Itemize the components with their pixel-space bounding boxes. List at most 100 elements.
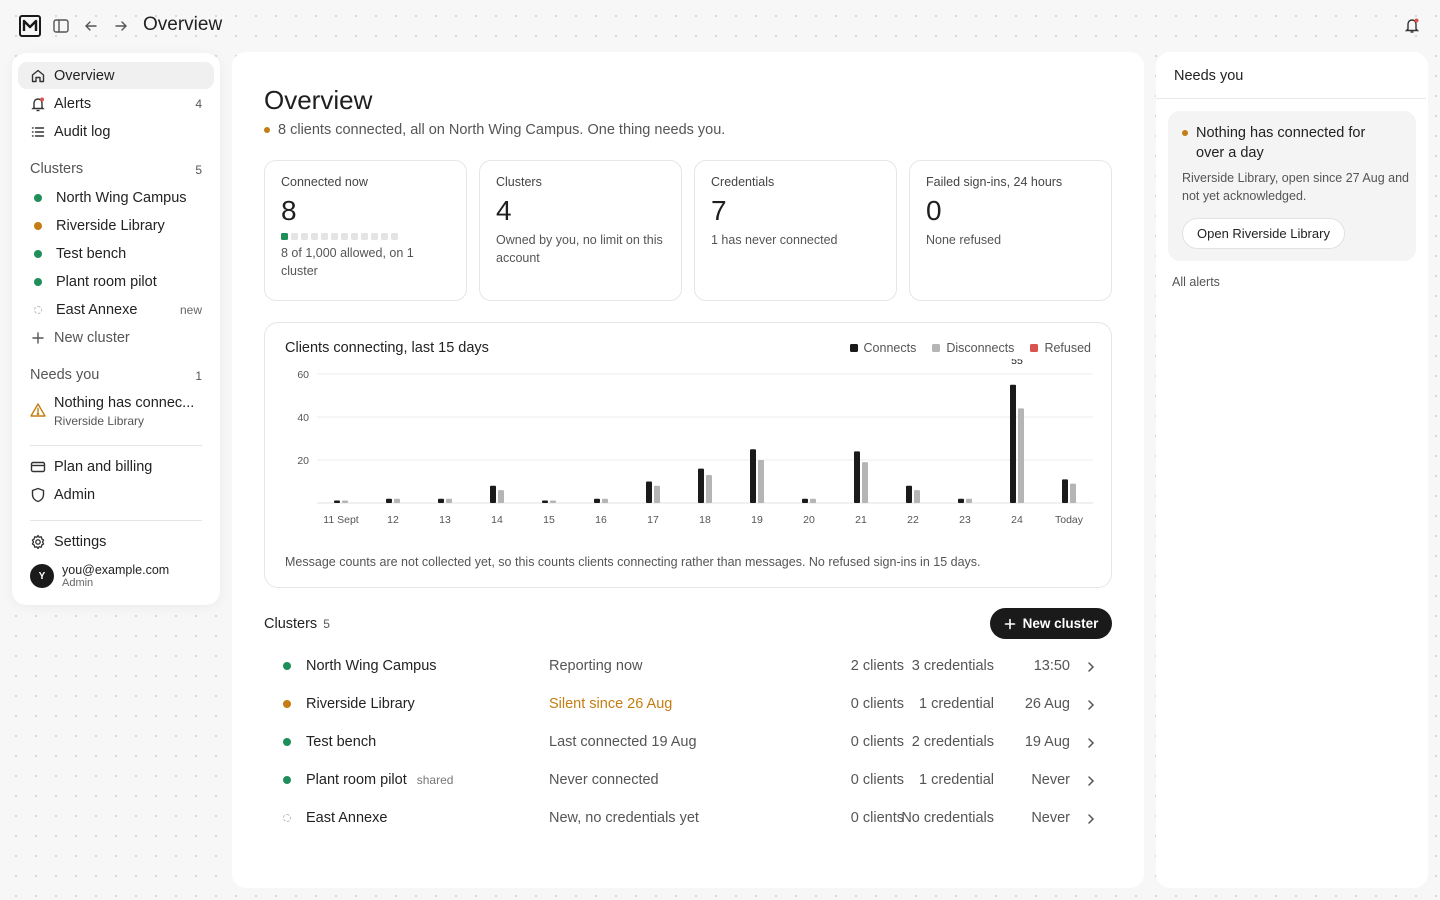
legend-swatch: [849, 344, 858, 352]
usage-square: [311, 233, 318, 240]
bar-connects: [386, 498, 392, 503]
alert-description: Riverside Library, open since 27 Aug and…: [1182, 171, 1409, 203]
usage-square: [281, 233, 288, 240]
bar-chart: 20 40 60 11 Sept 12 13 14 15 16 17 18 19 20 21 22 23 24 5…: [297, 359, 1093, 526]
cluster-name-text: East Annexe: [306, 810, 388, 826]
x-tick-label: Today: [1055, 514, 1084, 526]
sidebar-item-plan-billing[interactable]: Plan and billing: [18, 453, 214, 480]
table-row[interactable]: East Annexe New, no credentials yet 0 clie…: [264, 800, 1112, 838]
table-row[interactable]: Riverside Library Silent since 26 Aug 0 cl…: [264, 686, 1112, 724]
bar-disconnects: [654, 485, 660, 503]
bar-connects: [594, 498, 600, 503]
x-tick-label: 15: [543, 514, 555, 526]
notifications-bell-icon[interactable]: [1403, 16, 1421, 34]
sidebar-item-settings[interactable]: Settings: [18, 528, 214, 555]
needs-you-panel: Needs you Nothing has connected for over…: [1156, 52, 1428, 888]
card-label: Failed sign-ins, 24 hours: [926, 175, 1063, 189]
cluster-clients: 0 clients: [850, 696, 904, 712]
shield-icon: [30, 487, 46, 503]
sidebar: Overview Alerts 4 Audit log Clusters 5 N…: [12, 53, 220, 605]
logo-icon[interactable]: [19, 15, 41, 37]
bar-disconnects: [446, 498, 452, 503]
all-alerts-link[interactable]: All alerts: [1172, 275, 1220, 289]
table-row[interactable]: Test bench Last connected 19 Aug 0 clients…: [264, 724, 1112, 762]
new-cluster-button[interactable]: New cluster: [990, 608, 1112, 639]
bar-disconnects: [498, 490, 504, 503]
forward-arrow-icon[interactable]: [112, 17, 130, 35]
sidebar-item-label: Overview: [54, 67, 115, 84]
y-tick-label: 60: [297, 369, 309, 381]
usage-square: [291, 233, 298, 240]
sidebar-item-admin[interactable]: Admin: [18, 481, 214, 508]
peak-data-label: 55: [1011, 359, 1023, 367]
card-icon: [30, 459, 46, 475]
legend-label: Disconnects: [946, 341, 1015, 355]
bar-disconnects: [914, 490, 920, 503]
y-tick-label: 40: [297, 412, 309, 424]
avatar: Y: [30, 564, 54, 588]
user-profile[interactable]: Y you@example.com Admin: [30, 563, 169, 589]
page-title-topbar: Overview: [143, 14, 223, 35]
open-riverside-library-button[interactable]: Open Riverside Library: [1182, 218, 1345, 249]
sidebar-item-riverside-library[interactable]: Riverside Library: [18, 212, 214, 239]
card-note: 1 has never connected: [711, 233, 838, 247]
new-badge: new: [179, 302, 202, 317]
bar-connects: [958, 498, 964, 503]
page-title: Overview: [264, 85, 373, 115]
status-dot: [34, 249, 42, 258]
sidebar-item-north-wing-campus[interactable]: North Wing Campus: [18, 184, 214, 211]
sidebar-item-plant-room-pilot[interactable]: Plant room pilot: [18, 268, 214, 295]
cluster-name: Riverside Library: [306, 696, 415, 712]
needs-item-sub: Riverside Library: [54, 414, 145, 428]
sidebar-item-test-bench[interactable]: Test bench: [18, 240, 214, 267]
sidebar-new-cluster[interactable]: New cluster: [18, 324, 214, 351]
sidebar-item-audit-log[interactable]: Audit log: [18, 118, 214, 145]
back-arrow-icon[interactable]: [82, 17, 100, 35]
usage-square: [351, 233, 358, 240]
gear-icon: [30, 534, 46, 550]
user-email: you@example.com: [62, 563, 170, 577]
sidebar-item-label: Plan and billing: [54, 458, 153, 475]
chart-title: Clients connecting, last 15 days: [285, 340, 489, 356]
sidebar-item-label: North Wing Campus: [56, 189, 187, 206]
legend-label: Connects: [863, 341, 917, 355]
usage-meter: [281, 233, 450, 240]
legend-swatch: [932, 344, 941, 352]
bar-disconnects: [966, 498, 972, 503]
cluster-name-text: Test bench: [306, 734, 377, 750]
sidebar-item-label: Settings: [54, 533, 107, 550]
card-note: Owned by you, no limit on this account: [496, 233, 663, 265]
card-note: None refused: [926, 233, 1002, 247]
sidebar-toggle-icon[interactable]: [52, 17, 70, 35]
stat-card-connected: Connected now 8 8 of 1,000 allowed, on 1…: [264, 160, 467, 301]
sidebar-needs-item[interactable]: Nothing has connec... Riverside Library: [18, 392, 214, 432]
needs-you-count: 1: [195, 369, 202, 383]
sidebar-item-alerts[interactable]: Alerts 4: [18, 90, 214, 117]
usage-square: [381, 233, 388, 240]
clients-chart-card: Clients connecting, last 15 days Connect…: [264, 322, 1112, 588]
sidebar-item-label: New cluster: [54, 329, 130, 346]
sidebar-item-overview[interactable]: Overview: [18, 62, 214, 89]
warning-icon: [30, 402, 46, 418]
clusters-heading: Clusters 5: [264, 616, 330, 632]
sidebar-item-east-annexe[interactable]: East Annexe new: [18, 296, 214, 323]
status-dot: [264, 127, 270, 133]
cluster-clients: 0 clients: [850, 734, 904, 750]
x-tick-label: 21: [855, 514, 867, 526]
status-dot: [1182, 130, 1188, 136]
bar-connects: [646, 481, 652, 503]
card-note: 8 of 1,000 allowed, on 1 cluster: [281, 246, 414, 278]
table-row[interactable]: North Wing Campus Reporting now 2 clients 3…: [264, 648, 1112, 686]
divider: [30, 445, 202, 446]
alert-card: Nothing has connected for over a day Riv…: [1168, 111, 1416, 261]
chevron-right-icon: [1084, 812, 1098, 826]
stat-card-clusters: Clusters 4 Owned by you, no limit on thi…: [479, 160, 682, 301]
usage-square: [361, 233, 368, 240]
card-value: 7: [711, 195, 727, 226]
status-dot: [283, 738, 291, 746]
cluster-status: Never connected: [549, 772, 659, 788]
legend-swatch: [1030, 344, 1039, 352]
card-label: Credentials: [711, 175, 775, 189]
main-panel: Overview 8 clients connected, all on Nor…: [232, 52, 1144, 888]
table-row[interactable]: Plant room pilot shared Never connected 0 c…: [264, 762, 1112, 800]
